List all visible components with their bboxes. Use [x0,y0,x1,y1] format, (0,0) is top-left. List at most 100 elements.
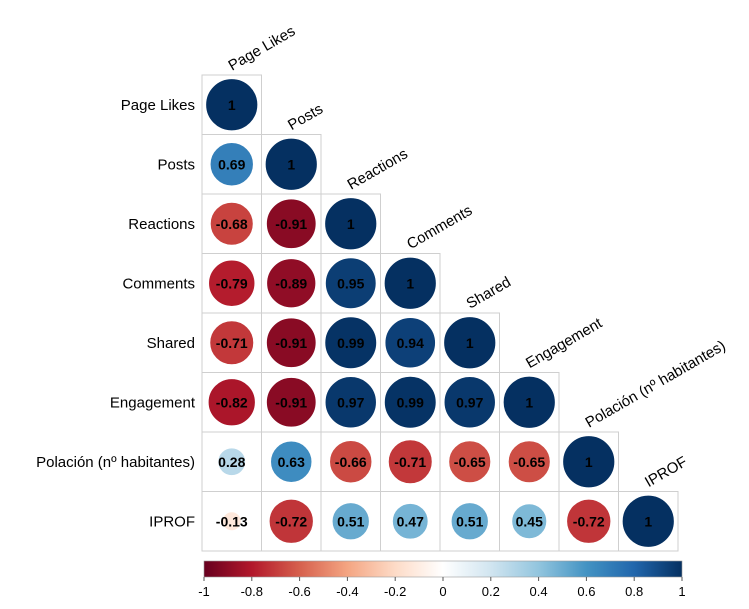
correlation-value-label: 0.47 [397,513,424,529]
correlation-circle [209,201,254,246]
correlation-value-label: -0.65 [513,454,545,470]
correlation-value-label: -0.65 [454,454,486,470]
colorbar-tick-label: 0.4 [530,584,548,599]
correlation-value-label: 0.99 [397,394,424,410]
correlation-circle [208,259,256,307]
correlation-circle [621,494,675,548]
correlation-circle [264,137,318,191]
row-label: Page Likes [121,97,195,114]
correlation-circle [207,378,256,427]
correlation-circle [562,435,616,489]
column-label: Shared [464,274,514,313]
correlation-circle [205,78,259,132]
row-label: Engagement [110,394,196,411]
colorbar-tick-label: -1 [198,584,210,599]
correlation-circle [507,440,551,484]
colorbar-tick-label: 0.6 [577,584,595,599]
correlation-circle [209,320,255,366]
colorbar-tick-label: -0.6 [288,584,310,599]
correlation-circle [268,498,314,544]
correlation-circle [270,440,313,483]
correlation-value-label: 0.45 [516,513,543,529]
column-label: Engagement [523,314,606,372]
correlation-value-label: 0.69 [218,156,245,172]
correlation-value-label: -0.66 [335,454,367,470]
cell-grid: 1 0.69 1 -0.68 -0.91 1 -0.79 -0.89 0.95 1 -0.71 -0.… [201,74,679,552]
correlation-circle [331,502,370,541]
correlation-value-label: 1 [585,454,593,470]
correlation-value-label: 1 [466,335,474,351]
column-label: IPROF [642,453,690,491]
correlation-circle [387,439,433,485]
correlation-value-label: 0.28 [218,454,245,470]
correlation-circle [443,376,496,429]
correlation-circle [266,258,317,309]
correlation-value-label: -0.79 [216,275,248,291]
colorbar-tick-label: 0.2 [482,584,500,599]
correlation-value-label: -0.89 [275,275,307,291]
correlation-circle [383,256,437,310]
correlation-value-label: -0.71 [394,454,426,470]
correlation-circle [325,257,377,309]
correlation-value-label: -0.82 [216,394,248,410]
correlation-value-label: -0.91 [275,216,307,232]
row-label: Posts [157,156,195,173]
colorbar-gradient [203,560,683,578]
correlation-circle [324,197,378,251]
column-label: Page Likes [226,23,299,75]
colorbar-tick-label: -0.8 [241,584,263,599]
column-label: Polación (nº habitantes) [583,337,729,431]
row-label: Polación (nº habitantes) [36,454,195,471]
correlation-circle [209,142,254,187]
colorbar-tick-label: 0 [439,584,446,599]
correlation-value-label: -0.72 [573,513,605,529]
correlation-circle [324,316,378,370]
correlation-circle [217,447,246,476]
colorbar-tick-label: 0.8 [625,584,643,599]
correlation-value-label: -0.72 [275,513,307,529]
row-label: Reactions [128,216,195,233]
correlation-value-label: 0.51 [337,513,364,529]
correlation-value-label: -0.91 [275,335,307,351]
correlation-value-label: 0.63 [278,454,305,470]
column-label: Posts [285,100,326,133]
correlation-value-label: 1 [347,216,355,232]
column-label: Reactions [345,145,411,193]
correlation-circle [450,502,489,541]
colorbar-tick-label: 1 [678,584,685,599]
correlation-value-label: -0.91 [275,394,307,410]
correlation-circle [329,440,373,484]
correlation-circle [324,376,377,429]
correlation-value-label: 0.97 [337,394,364,410]
correlation-value-label: -0.71 [216,335,248,351]
correlation-circle [566,498,612,544]
correlation-circle [266,377,317,428]
row-label: Comments [122,275,195,292]
row-label: IPROF [149,513,195,530]
correlation-value-label: 1 [228,97,236,113]
colorbar-tick-label: -0.4 [336,584,358,599]
correlation-value-label: 0.94 [397,335,424,351]
correlation-circle [502,375,556,429]
correlation-value-label: 1 [644,513,652,529]
correlation-value-label: -0.68 [216,216,248,232]
row-label-group: Page Likes Posts Reactions Comments Shared En… [36,97,196,531]
correlation-circle [383,375,437,429]
correlation-circle [384,317,436,369]
correlation-value-label: 0.95 [337,275,364,291]
correlation-circle [221,511,242,532]
correlation-circle [266,317,317,368]
correlation-circle [266,198,317,249]
column-label: Comments [404,202,475,253]
colorbar-tick-label: -0.2 [384,584,406,599]
correlation-value-label: 0.99 [337,335,364,351]
row-label: Shared [147,335,195,352]
correlation-value-label: -0.13 [216,513,248,529]
correlation-value-label: 0.97 [456,394,483,410]
correlation-value-label: 1 [287,156,295,172]
correlation-circle [443,316,497,370]
correlation-circle [511,503,548,540]
correlation-value-label: 1 [406,275,414,291]
